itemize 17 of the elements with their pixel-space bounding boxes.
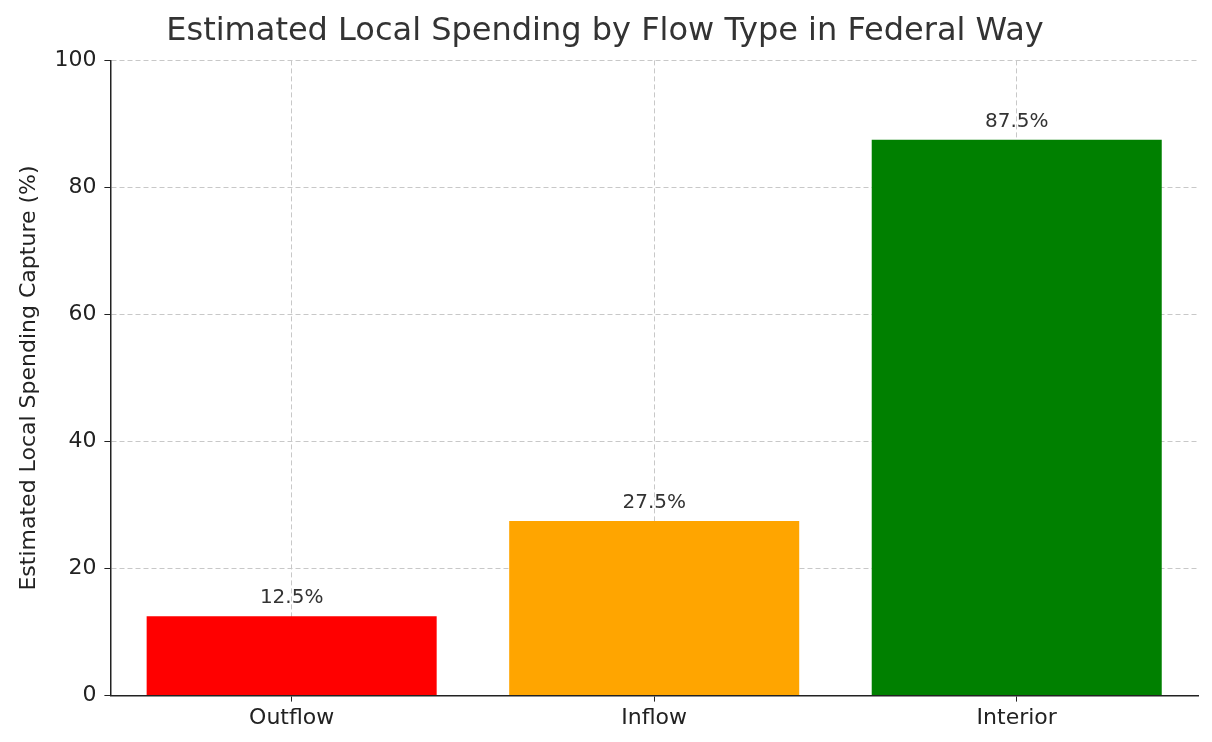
y-tick-label: 0 bbox=[82, 681, 97, 707]
y-tick-label: 100 bbox=[54, 46, 97, 72]
y-tick-label: 80 bbox=[68, 173, 97, 199]
data-label: 87.5% bbox=[984, 108, 1049, 132]
y-tick-label: 60 bbox=[68, 300, 97, 326]
y-tick-label: 20 bbox=[68, 554, 97, 580]
bar bbox=[146, 616, 437, 696]
data-label: 12.5% bbox=[259, 584, 324, 609]
chart-title: Estimated Local Spending by Flow Type in Federal Way bbox=[166, 9, 1044, 48]
bar bbox=[871, 139, 1162, 696]
x-tick-label: Inflow bbox=[621, 703, 688, 729]
y-axis-title: Estimated Local Spending Capture (%) bbox=[14, 165, 40, 591]
x-tick-label: Outflow bbox=[249, 703, 335, 729]
x-tick-label: Interior bbox=[976, 703, 1058, 729]
y-tick-label: 40 bbox=[68, 427, 97, 453]
data-label: 27.5% bbox=[622, 489, 686, 514]
bar bbox=[509, 520, 800, 696]
